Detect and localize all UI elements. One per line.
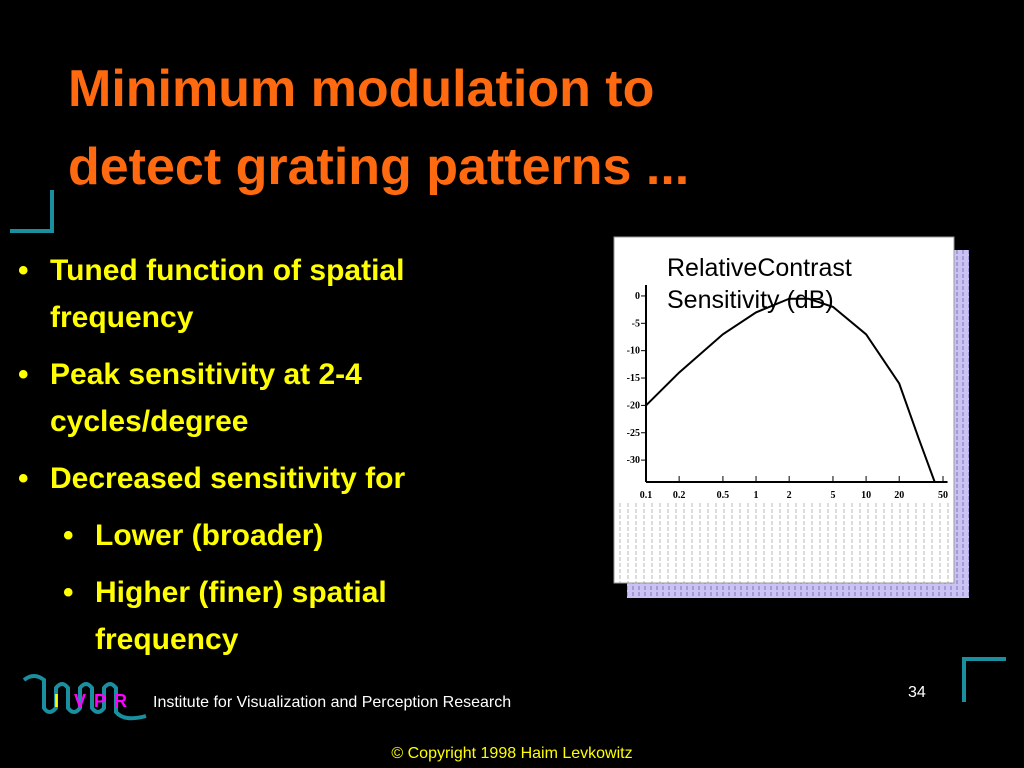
x-tick-label: 2 (787, 490, 792, 501)
bullet-dot: • (18, 254, 29, 287)
bullet-text: Tuned function of spatial (50, 254, 404, 287)
y-tick-label: -30 (627, 455, 640, 466)
curve (645, 297, 936, 483)
x-tick-label: 1 (754, 490, 759, 501)
logo-letter: I (54, 691, 59, 711)
y-tick-label: -25 (627, 428, 640, 439)
x-tick-label: 0.2 (673, 490, 686, 501)
y-tick-label: -20 (627, 400, 640, 411)
institute: Institute for Visualization and Percepti… (153, 694, 511, 711)
bullet-dot: • (63, 576, 74, 609)
bullet-text: Peak sensitivity at 2-4 (50, 358, 362, 391)
x-tick-label: 0.1 (640, 490, 653, 501)
copyright: © Copyright 1998 Haim Levkowitz (391, 745, 632, 762)
bullet-dot: • (18, 462, 29, 495)
bullet-text: cycles/degree (50, 405, 248, 438)
corner-bracket (10, 190, 54, 233)
bullet-dot: • (63, 519, 74, 552)
bullet-list: • Tuned function of spatial frequency • Peak… (18, 254, 405, 656)
x-tick-label: 10 (861, 490, 871, 501)
x-tick-label: 5 (830, 490, 835, 501)
bullet-dot: • (18, 358, 29, 391)
bullet-text: Lower (broader) (95, 519, 323, 552)
y-tick-label: 0 (635, 291, 640, 302)
bullet-text: Higher (finer) spatial (95, 576, 387, 609)
y-tick-label: -10 (627, 346, 640, 357)
logo-swoosh (22, 674, 147, 721)
logo-letter: P (94, 691, 106, 711)
title: Minimum modulation to (68, 60, 654, 118)
corner-bracket (962, 657, 1006, 702)
x-tick-label: 20 (894, 490, 904, 501)
bullet-text: frequency (50, 301, 194, 334)
x-tick-label: 50 (938, 490, 948, 501)
page-number: 34 (908, 684, 926, 701)
bullet-text: Decreased sensitivity for (50, 462, 405, 495)
x-tick-label: 0.5 (717, 490, 730, 501)
figure-label: RelativeContrast (667, 254, 852, 282)
bullet-text: frequency (95, 623, 239, 656)
y-tick-label: -15 (627, 373, 640, 384)
logo-letter: R (114, 691, 127, 711)
logo-letter: V (74, 691, 86, 711)
plot: 0 -5 -10 -15 -20 -25 -30 0.1 0.2 0.5 1 2 5 10 20 50 Rela… (627, 254, 948, 501)
figure-label: Sensitivity (dB) (667, 286, 834, 314)
title: detect grating patterns ... (68, 138, 689, 196)
y-tick-label: -5 (632, 318, 640, 329)
figure-plot-bg (616, 239, 952, 501)
